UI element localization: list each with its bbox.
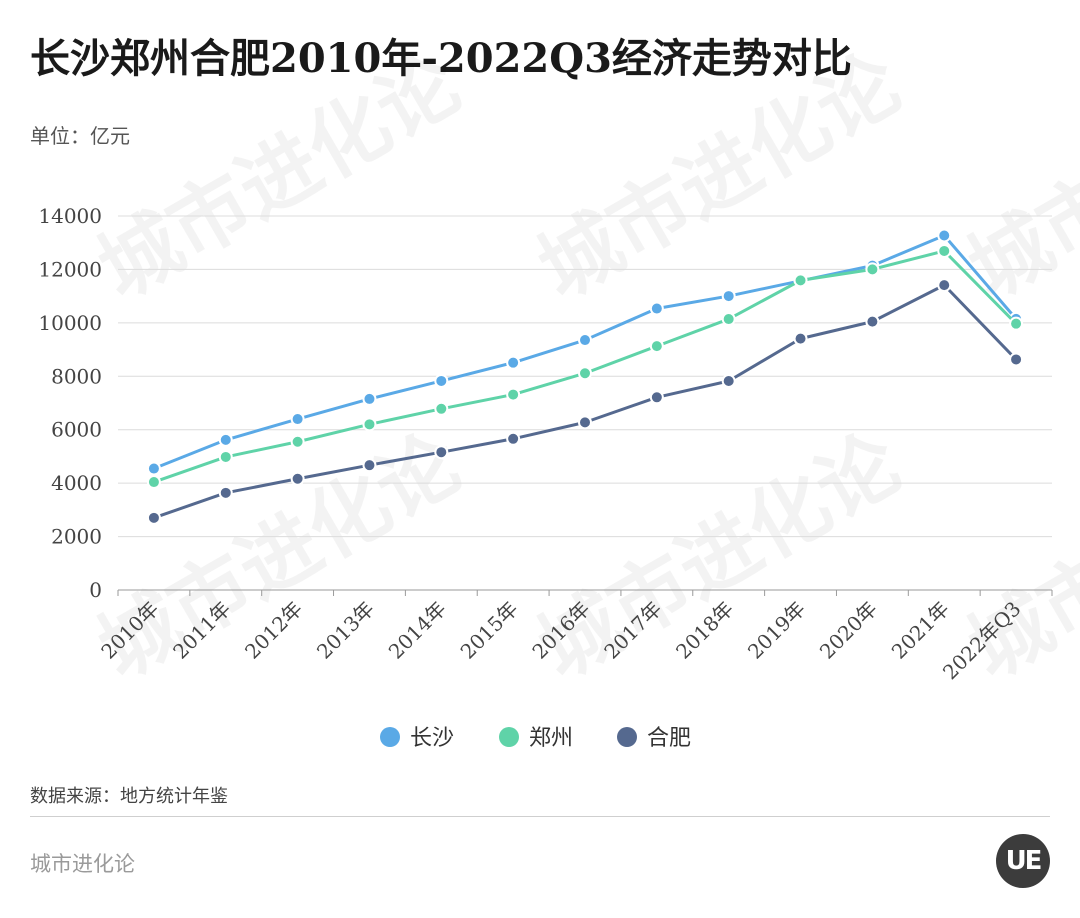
legend-label: 郑州 — [529, 726, 573, 751]
watermark: 城市进化论 — [523, 415, 917, 696]
data-point — [721, 289, 736, 304]
x-tick-label: 2014年 — [384, 597, 451, 664]
data-point — [937, 243, 952, 258]
legend: 长沙 郑州 合肥 — [380, 726, 691, 751]
legend-marker — [617, 727, 637, 747]
data-point — [362, 391, 377, 406]
data-point — [218, 485, 233, 500]
data-point — [218, 449, 233, 464]
data-point — [218, 432, 233, 447]
data-point — [793, 273, 808, 288]
data-point — [937, 278, 952, 293]
data-point — [434, 445, 449, 460]
watermark-text: 城市进化论 — [523, 415, 917, 696]
watermark: 城市进化论 — [953, 35, 1080, 316]
unit-label: 单位：亿元 — [30, 124, 130, 148]
watermark-text: 城市进化论 — [83, 35, 477, 316]
x-tick-label: 2019年 — [743, 597, 810, 664]
data-point — [362, 458, 377, 473]
data-point — [146, 461, 161, 476]
data-point — [937, 228, 952, 243]
data-point — [506, 387, 521, 402]
source-note: 数据来源：地方统计年鉴 — [30, 786, 228, 807]
legend-label: 长沙 — [410, 726, 454, 751]
x-tick-label: 2020年 — [815, 597, 882, 664]
brand-logo: UE — [996, 834, 1050, 888]
data-point — [434, 401, 449, 416]
data-point — [865, 262, 880, 277]
chart-title: 长沙郑州合肥2010年-2022Q3经济走势对比 — [30, 35, 852, 82]
data-point — [146, 510, 161, 525]
data-point — [721, 374, 736, 389]
data-point — [290, 471, 305, 486]
footer-divider — [30, 816, 1050, 817]
data-point — [865, 314, 880, 329]
legend-marker — [380, 727, 400, 747]
data-point — [506, 355, 521, 370]
data-point — [578, 333, 592, 348]
x-tick-label: 2015年 — [456, 597, 523, 664]
legend-label: 合肥 — [647, 726, 691, 751]
y-tick-label: 12000 — [38, 257, 102, 281]
x-tick-label: 2013年 — [312, 597, 379, 664]
y-tick-label: 14000 — [38, 204, 102, 228]
data-point — [721, 312, 736, 327]
y-tick-label: 2000 — [51, 525, 102, 549]
data-point — [649, 339, 664, 354]
data-point — [506, 431, 521, 446]
data-point — [290, 412, 305, 427]
y-axis: 0 2000 4000 6000 8000 10000 12000 14000 — [38, 204, 102, 602]
data-point — [434, 373, 449, 388]
data-point — [1009, 316, 1024, 331]
data-point — [362, 417, 377, 432]
brand-label: 城市进化论 — [30, 852, 135, 876]
data-point — [578, 415, 592, 430]
data-point — [649, 301, 664, 316]
y-tick-label: 4000 — [51, 471, 102, 495]
data-point — [290, 434, 305, 449]
y-tick-label: 6000 — [51, 418, 102, 442]
series-layer — [146, 228, 1024, 525]
y-tick-label: 8000 — [51, 364, 102, 388]
data-point — [649, 390, 664, 405]
watermark-text: 城市进化论 — [953, 35, 1080, 316]
watermark-text: 城市进化论 — [523, 35, 917, 316]
data-point — [578, 366, 592, 381]
legend-marker — [499, 727, 519, 747]
y-tick-label: 10000 — [38, 311, 102, 335]
data-point — [793, 331, 808, 346]
data-point — [1009, 352, 1024, 367]
data-point — [146, 475, 161, 490]
y-tick-label: 0 — [89, 578, 102, 602]
watermark-layer: 城市进化论城市进化论城市进化论城市进化论城市进化论城市进化论 — [83, 35, 1080, 696]
watermark: 城市进化论 — [83, 35, 477, 316]
watermark: 城市进化论 — [523, 35, 917, 316]
x-tick-label: 2021年 — [887, 597, 954, 664]
